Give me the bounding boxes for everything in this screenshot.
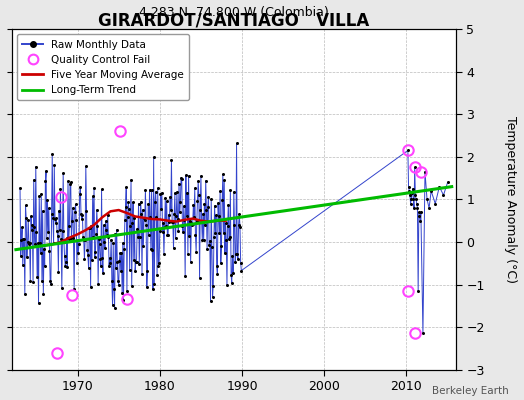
Legend: Raw Monthly Data, Quality Control Fail, Five Year Moving Average, Long-Term Tren: Raw Monthly Data, Quality Control Fail, …	[17, 34, 189, 100]
Y-axis label: Temperature Anomaly (°C): Temperature Anomaly (°C)	[504, 116, 517, 283]
Title: GIRARDOT/SANTIAGO   VILLA: GIRARDOT/SANTIAGO VILLA	[98, 11, 369, 29]
Text: 4.283 N, 74.800 W (Colombia): 4.283 N, 74.800 W (Colombia)	[139, 6, 329, 19]
Text: Berkeley Earth: Berkeley Earth	[432, 386, 508, 396]
